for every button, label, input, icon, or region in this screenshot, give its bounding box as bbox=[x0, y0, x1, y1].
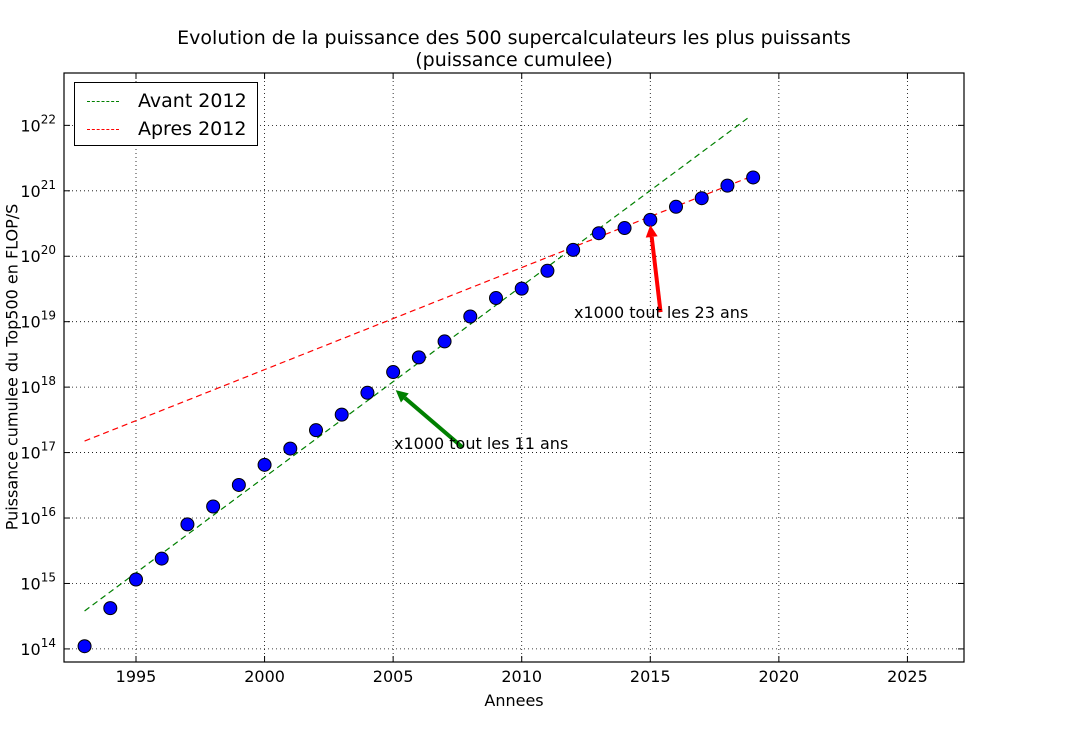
legend-item-apres: Apres 2012 bbox=[75, 118, 257, 142]
y-tick-label: 1021 bbox=[20, 178, 56, 201]
annotation-arrow-head bbox=[395, 390, 409, 403]
trend-lines bbox=[84, 117, 754, 612]
data-point bbox=[643, 212, 658, 227]
y-tick-label: 1015 bbox=[20, 570, 56, 593]
y-tick-label: 1020 bbox=[20, 243, 56, 266]
data-point bbox=[411, 350, 426, 365]
data-point bbox=[746, 170, 761, 185]
data-point bbox=[77, 639, 92, 654]
plot-frame bbox=[63, 72, 965, 663]
data-point bbox=[514, 281, 529, 296]
data-point bbox=[206, 499, 221, 514]
data-point bbox=[334, 407, 349, 422]
data-point bbox=[540, 263, 555, 278]
grid-lines bbox=[64, 73, 964, 662]
data-point bbox=[129, 572, 143, 587]
y-tick-label: 1019 bbox=[20, 309, 56, 332]
legend-swatch-avant bbox=[87, 101, 119, 102]
data-points bbox=[77, 170, 761, 654]
annotation-arrow-shaft bbox=[649, 236, 663, 313]
y-tick-label: 1018 bbox=[20, 374, 56, 397]
trend-line-avant bbox=[84, 117, 749, 612]
annotation-avant: x1000 tout les 11 ans bbox=[394, 434, 569, 453]
data-point bbox=[720, 178, 735, 193]
data-point bbox=[309, 423, 323, 438]
legend-label-avant: Avant 2012 bbox=[138, 90, 247, 112]
chart-subtitle: (puissance cumulee) bbox=[415, 49, 613, 71]
data-point bbox=[154, 551, 169, 566]
data-point bbox=[386, 365, 401, 380]
y-axis-label: Puissance cumulee du Top500 en FLOP/S bbox=[2, 203, 22, 531]
chart-title: Evolution de la puissance des 500 superc… bbox=[177, 27, 851, 49]
y-tick-label: 1022 bbox=[20, 112, 56, 135]
y-tick-label: 1016 bbox=[20, 505, 56, 528]
annotation-arrows bbox=[395, 225, 663, 449]
x-tick-label: 2005 bbox=[373, 667, 414, 686]
x-tick-label: 2020 bbox=[758, 667, 799, 686]
data-point bbox=[437, 334, 452, 349]
x-tick-label: 2015 bbox=[630, 667, 671, 686]
legend-label-apres: Apres 2012 bbox=[138, 118, 247, 140]
data-point bbox=[231, 477, 246, 492]
data-point bbox=[360, 385, 375, 400]
data-point bbox=[463, 309, 478, 324]
data-point bbox=[283, 441, 298, 456]
legend-swatch-apres bbox=[87, 129, 119, 130]
data-point bbox=[180, 517, 195, 532]
y-tick-label: 1017 bbox=[20, 440, 56, 463]
annotation-arrow-shaft bbox=[403, 396, 464, 449]
annotation-apres: x1000 tout les 23 ans bbox=[574, 303, 749, 322]
data-point bbox=[257, 457, 272, 472]
x-axis-ticks: 1995 2000 2005 2010 2015 2020 2025 bbox=[116, 73, 928, 686]
data-point bbox=[591, 226, 606, 241]
x-tick-label: 2000 bbox=[244, 667, 285, 686]
annotation-arrow-head bbox=[645, 225, 658, 238]
y-axis-ticks: 1014 1015 1016 1017 1018 1019 1020 1021 1022 bbox=[20, 112, 964, 659]
x-tick-label: 2010 bbox=[501, 667, 542, 686]
x-axis-label: Annees bbox=[484, 691, 544, 710]
data-point bbox=[566, 242, 581, 257]
x-tick-label: 2025 bbox=[887, 667, 928, 686]
y-tick-label: 1014 bbox=[20, 636, 56, 659]
legend-item-avant: Avant 2012 bbox=[75, 90, 257, 114]
data-point bbox=[669, 199, 683, 214]
legend: Avant 2012 Apres 2012 bbox=[74, 82, 258, 146]
data-point bbox=[103, 601, 118, 616]
data-point bbox=[617, 221, 632, 236]
x-tick-label: 1995 bbox=[116, 667, 157, 686]
data-point bbox=[694, 191, 709, 206]
data-point bbox=[489, 291, 503, 306]
